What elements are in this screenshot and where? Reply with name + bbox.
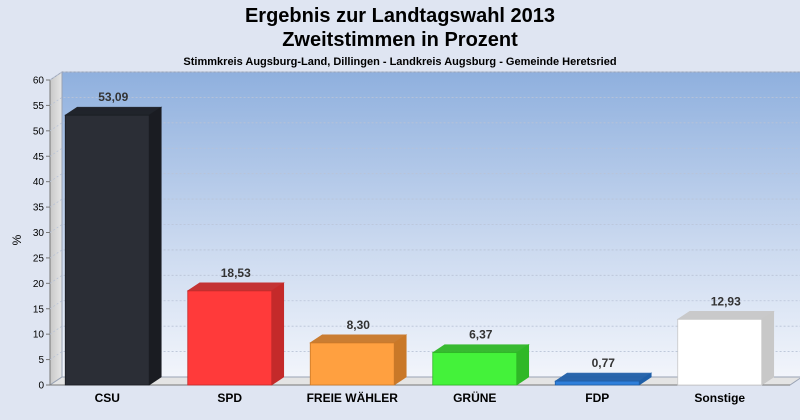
- bar-top: [309, 334, 408, 344]
- y-tick-label: 5: [38, 355, 44, 366]
- chart-header: Ergebnis zur Landtagswahl 2013 Zweitstim…: [0, 0, 800, 68]
- grid-line: [49, 325, 800, 335]
- plot-left-wall: [49, 71, 63, 386]
- x-tick-label: FDP: [585, 391, 609, 405]
- bar-value-label: 8,30: [347, 318, 371, 332]
- x-tick-label: CSU: [95, 391, 120, 405]
- y-tick-label: 10: [33, 330, 45, 341]
- bar-csu: 53,09: [64, 90, 163, 386]
- grid-lines: [49, 71, 800, 360]
- bar-side: [638, 372, 652, 386]
- bar-freie-wähler: 8,30: [309, 318, 408, 386]
- bar-value-label: 18,53: [221, 266, 251, 280]
- bar-side: [393, 334, 407, 386]
- bar-top: [554, 372, 653, 382]
- bar-top: [431, 344, 530, 353]
- grid-line: [49, 300, 800, 310]
- bar-sonstige: 12,93: [676, 294, 775, 386]
- grid-line: [49, 198, 800, 208]
- bar-front: [309, 342, 395, 386]
- bar-grüne: 6,37: [431, 328, 530, 386]
- bar-front: [677, 318, 763, 386]
- y-tick-label: 50: [33, 126, 45, 137]
- y-tick-label: 55: [33, 101, 45, 112]
- y-tick-label: 15: [33, 304, 45, 315]
- bar-value-label: 12,93: [711, 294, 741, 308]
- grid-line: [49, 173, 800, 182]
- x-axis-labels: CSU SPD FREIE WÄHLER GRÜNE FDP Sonstige: [95, 390, 746, 405]
- bar-top: [676, 310, 775, 320]
- grid-line: [49, 147, 800, 157]
- y-tick-label: 20: [33, 279, 45, 290]
- y-axis-ticks: 0 5 10 15 20 25 30 35 40 45 50 55 60: [33, 76, 50, 392]
- bars: 53,09 18,53 8,30 6,37 0,77 12,93: [64, 90, 775, 386]
- grid-line: [49, 122, 800, 132]
- bar-front: [432, 352, 518, 386]
- bar-spd: 18,53: [186, 266, 285, 386]
- chart-subtitle: Stimmkreis Augsburg-Land, Dillingen - La…: [183, 56, 617, 68]
- y-tick-label: 25: [33, 253, 45, 264]
- bar-top: [64, 106, 163, 116]
- y-tick-label: 30: [33, 228, 45, 239]
- grid-line: [49, 71, 800, 81]
- y-tick-label: 0: [38, 381, 44, 392]
- grid-line: [49, 97, 800, 106]
- bar-value-label: 6,37: [469, 328, 493, 342]
- grid-line: [49, 249, 800, 259]
- y-tick-label: 35: [33, 203, 45, 214]
- bar-side: [148, 106, 162, 386]
- y-tick-label: 60: [33, 76, 45, 87]
- bar-value-label: 53,09: [98, 90, 128, 104]
- y-tick-label: 40: [33, 177, 45, 188]
- bar-top: [186, 282, 285, 292]
- bar-fdp: 0,77: [554, 356, 653, 386]
- chart-title: Ergebnis zur Landtagswahl 2013: [244, 5, 556, 27]
- grid-line: [49, 274, 800, 284]
- x-tick-label: FREIE WÄHLER: [307, 390, 399, 405]
- chart-title-line2: Zweitstimmen in Prozent: [282, 29, 518, 51]
- x-tick-label: GRÜNE: [453, 390, 496, 405]
- bar-side: [761, 310, 775, 386]
- y-tick-label: 45: [33, 152, 45, 163]
- x-tick-label: Sonstige: [694, 391, 745, 405]
- bar-side: [271, 282, 285, 386]
- x-tick-label: SPD: [217, 391, 242, 405]
- y-axis-label: %: [10, 234, 24, 245]
- bar-front: [64, 114, 150, 386]
- bar-value-label: 0,77: [592, 356, 616, 370]
- grid-line: [49, 224, 800, 233]
- grid-line: [49, 351, 800, 360]
- bar-front: [187, 290, 273, 386]
- bar-side: [516, 344, 530, 386]
- bar-front: [554, 380, 640, 386]
